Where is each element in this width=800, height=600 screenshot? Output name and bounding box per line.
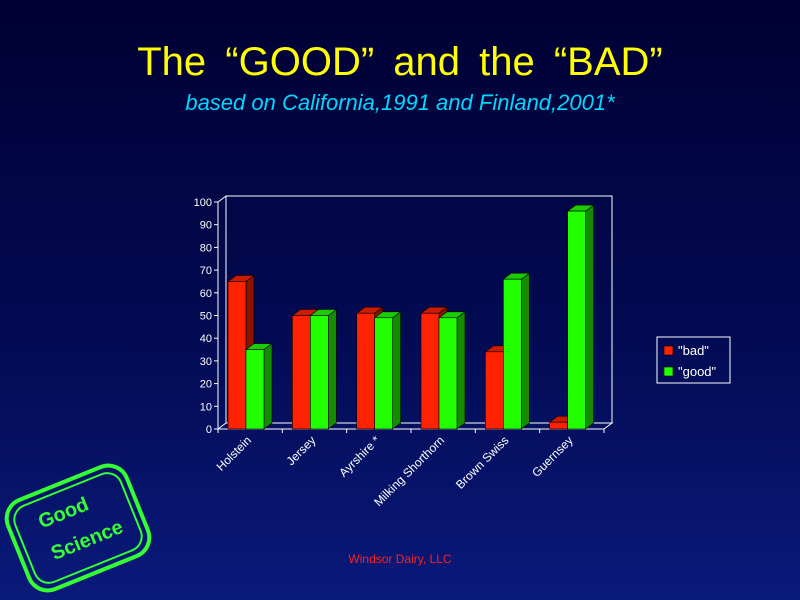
y-tick-label: 20 xyxy=(200,379,212,391)
y-tick-label: 60 xyxy=(200,288,212,300)
y-tick-label: 10 xyxy=(200,401,212,413)
bar-front xyxy=(245,349,265,430)
x-tick-label: Milking Shorthorn xyxy=(371,433,447,509)
legend-label: "bad" xyxy=(678,343,709,358)
x-tick-label: Ayrshire * xyxy=(336,433,383,480)
bar-front xyxy=(356,312,375,430)
bar-side xyxy=(392,311,401,430)
x-tick-label: Guernsey xyxy=(529,433,576,480)
bar-side xyxy=(328,308,337,430)
bar-good-1 xyxy=(309,308,338,430)
chart-legend: "bad" "good" xyxy=(656,336,731,384)
bar-front xyxy=(292,315,311,430)
y-axis-top-edge xyxy=(217,195,227,203)
bar-side xyxy=(521,272,530,430)
y-tick-label: 80 xyxy=(200,242,212,254)
y-tick-label: 100 xyxy=(194,197,212,209)
bar-front xyxy=(549,421,568,430)
bar-good-3 xyxy=(438,311,466,430)
legend-label: "good" xyxy=(678,364,717,379)
y-tick-label: 90 xyxy=(200,220,212,232)
y-tick-label: 30 xyxy=(200,356,212,368)
y-tick-label: 0 xyxy=(206,424,212,436)
stamp-word-good: Good xyxy=(35,493,92,534)
plot-back-wall xyxy=(225,195,613,424)
bar-side xyxy=(456,311,466,430)
bar-good-0 xyxy=(245,342,273,430)
footer-credit: Windsor Dairy, LLC xyxy=(348,552,452,566)
chart-axes xyxy=(214,195,614,433)
x-tick-label: Jersey xyxy=(284,433,319,468)
bar-good-4 xyxy=(502,272,531,430)
y-tick-label: 70 xyxy=(200,265,212,277)
bar-front xyxy=(227,281,247,430)
slide-subtitle: based on California,1991 and Finland,200… xyxy=(185,90,615,115)
bar-front xyxy=(438,317,458,430)
legend-box xyxy=(656,336,731,384)
bar-front xyxy=(503,278,522,430)
bar-front xyxy=(485,351,504,430)
y-tick-label: 50 xyxy=(200,311,212,323)
bar-front xyxy=(374,317,393,430)
x-tick-label: Holstein xyxy=(214,433,255,474)
x-tick-label: Brown Swiss xyxy=(453,433,511,491)
bar-good-5 xyxy=(566,204,595,430)
chart-bars xyxy=(227,204,595,430)
legend-swatch xyxy=(663,366,674,377)
bar-front xyxy=(420,312,440,430)
bar-side xyxy=(585,204,594,430)
bar-side xyxy=(263,342,273,430)
bar-front xyxy=(310,315,329,430)
bar-front xyxy=(567,210,586,430)
slide-title: The “GOOD” and the “BAD” xyxy=(137,40,663,84)
bar-good-2 xyxy=(373,311,402,430)
y-tick-label: 40 xyxy=(200,333,212,345)
legend-swatch xyxy=(663,345,674,356)
